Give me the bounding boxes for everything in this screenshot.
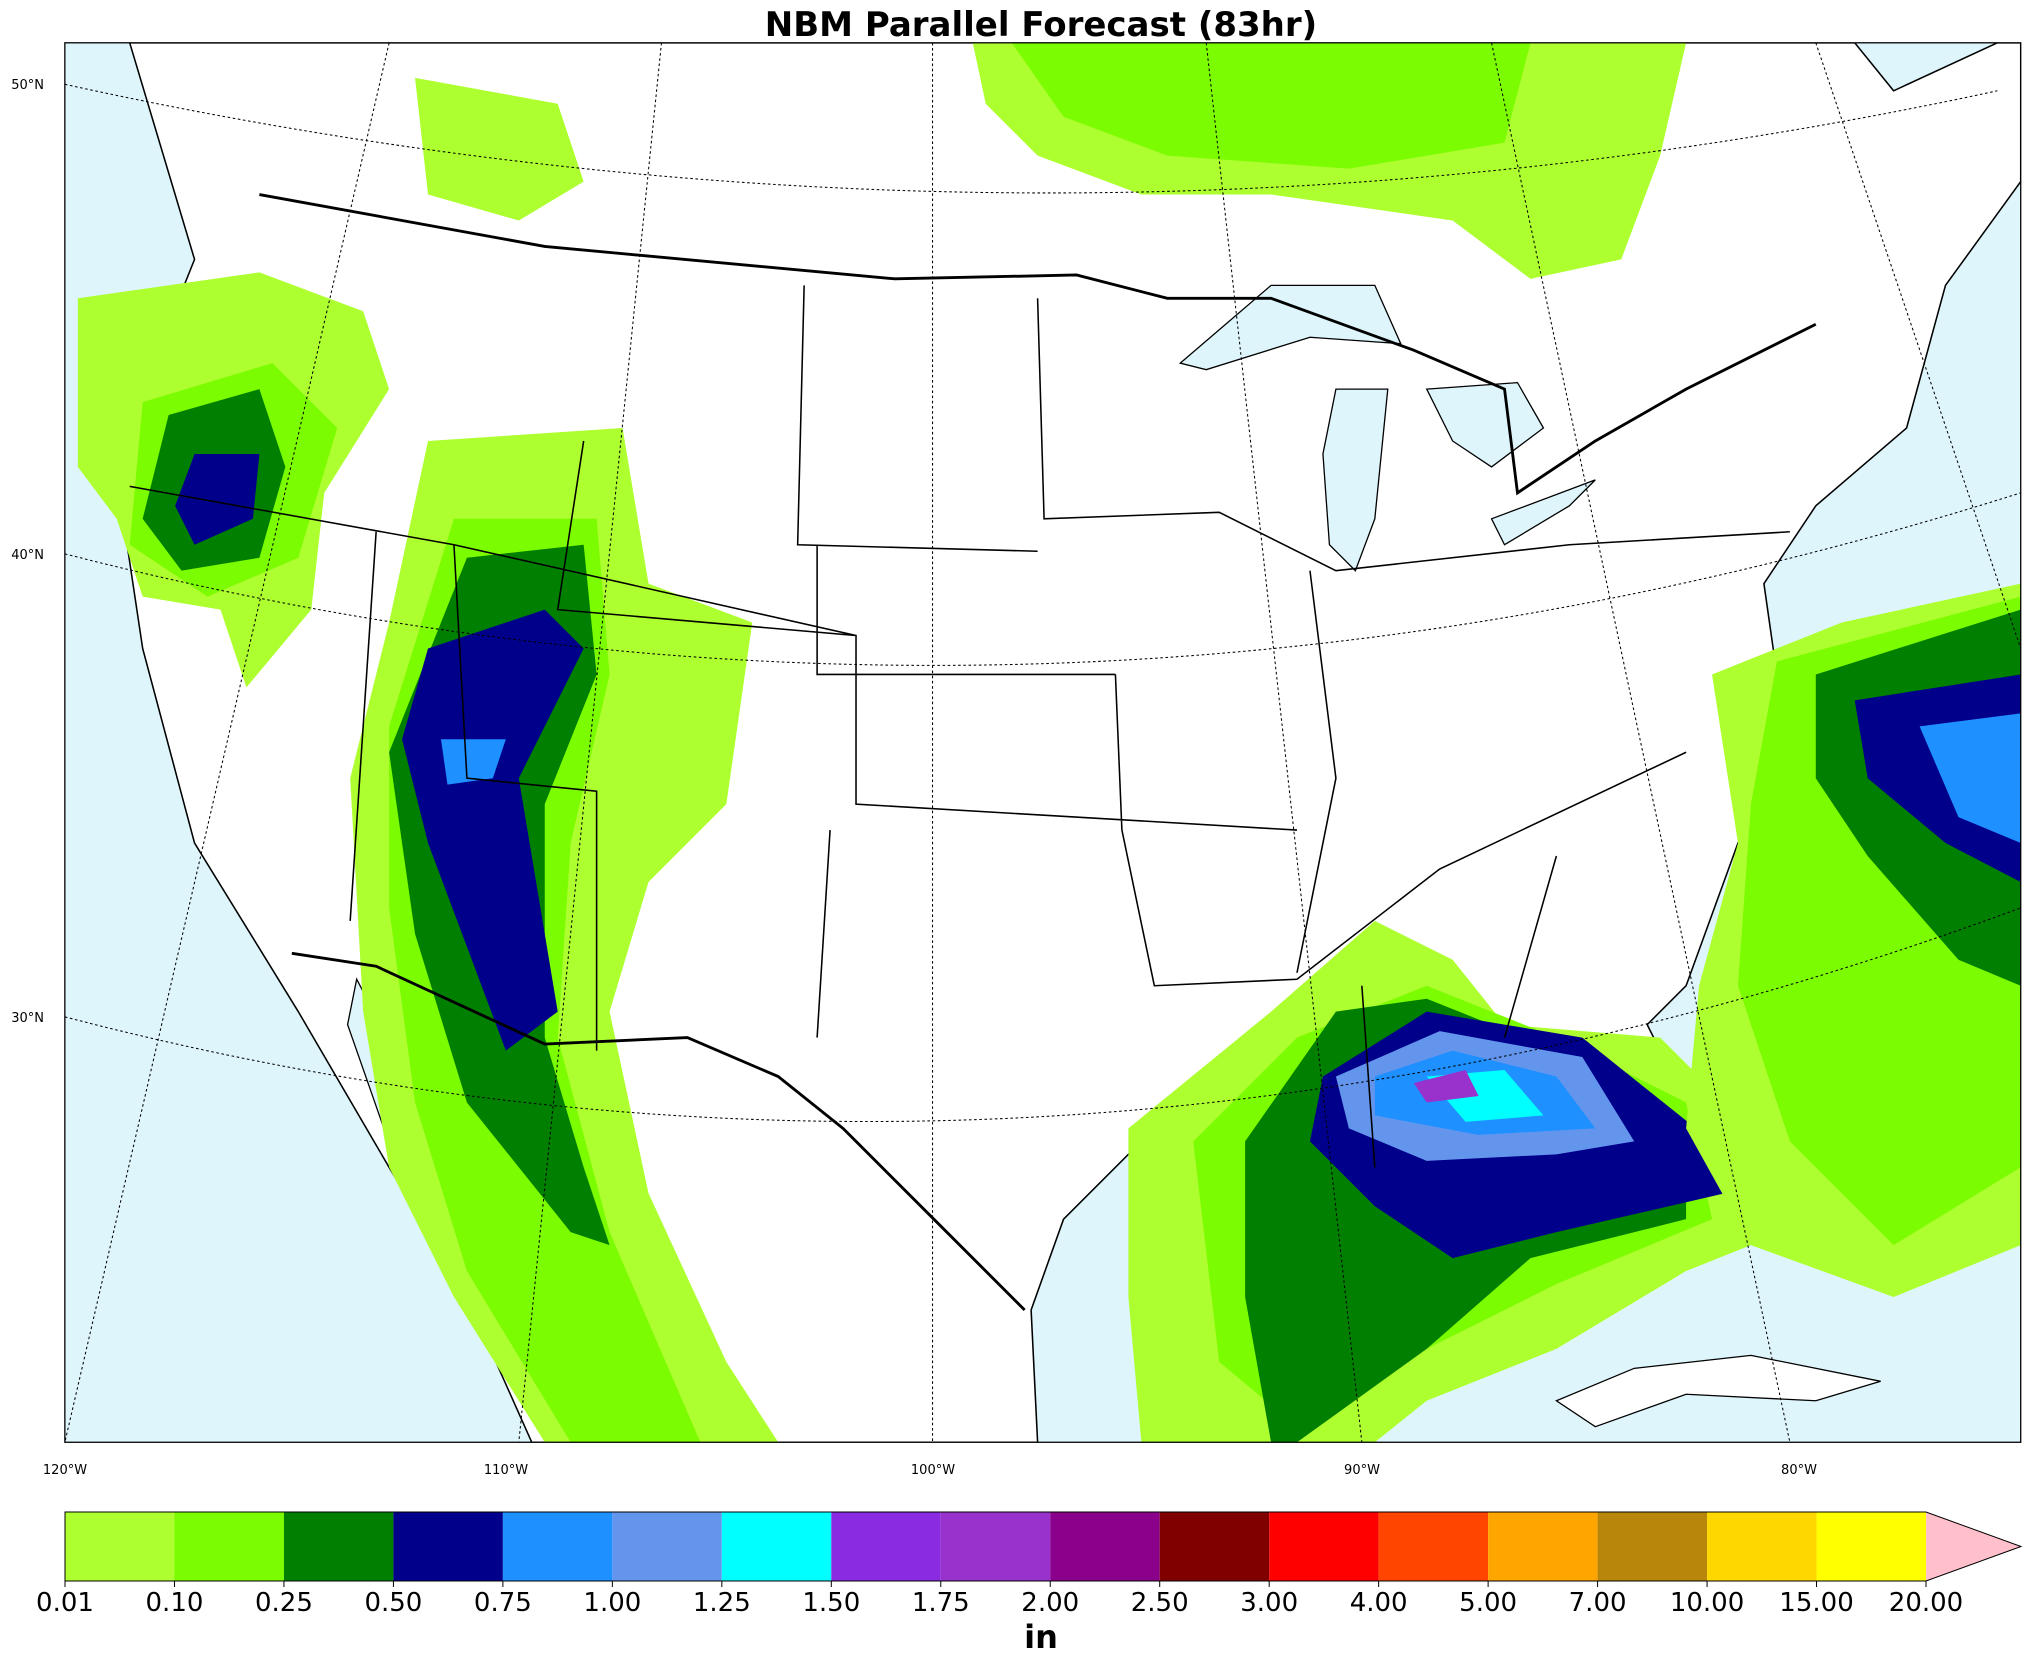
lon-label: 110°W — [484, 1463, 528, 1478]
colorbar-box — [1269, 1512, 1379, 1581]
lon-label: 120°W — [43, 1463, 87, 1478]
colorbar-box — [721, 1512, 832, 1581]
map-title: NBM Parallel Forecast (83hr) — [765, 5, 1317, 45]
colorbar-tick-label: 0.10 — [146, 1588, 204, 1618]
colorbar-tick-label: 4.00 — [1350, 1588, 1408, 1618]
precip-northwest — [77, 272, 390, 688]
colorbar-tick-label: 1.75 — [912, 1588, 970, 1618]
state-lines — [129, 285, 1790, 1168]
colorbar-tick-label: 1.25 — [693, 1588, 751, 1618]
colorbar-box — [65, 1512, 175, 1581]
colorbar-tick-label: 2.50 — [1131, 1588, 1189, 1618]
colorbar-tick-label: 0.01 — [36, 1588, 94, 1618]
colorbar-tick-label: 10.00 — [1670, 1588, 1744, 1618]
colorbar-box — [393, 1512, 503, 1581]
colorbar: 0.01 0.10 0.25 0.50 0.75 1.00 1.25 1.50 1.75 2.00… — [36, 1511, 2023, 1618]
map-frame — [64, 42, 2022, 1443]
precip-atlantic — [1686, 583, 2021, 1297]
colorbar-box — [1378, 1512, 1489, 1581]
lat-label: 50°N — [11, 78, 44, 93]
colorbar-box — [940, 1512, 1051, 1581]
colorbar-box — [1597, 1512, 1708, 1581]
precip-canada — [415, 42, 1687, 279]
map — [64, 42, 2022, 1443]
colorbar-tick-label: 1.50 — [802, 1588, 860, 1618]
colorbar-box — [1707, 1512, 1817, 1581]
colorbar-box — [1816, 1512, 1926, 1581]
lat-label: 40°N — [11, 548, 44, 563]
graticule — [64, 42, 2021, 1443]
colorbar-box — [174, 1512, 284, 1581]
precip-rockies — [350, 428, 779, 1443]
great-lakes — [1178, 284, 1596, 572]
lat-label: 30°N — [11, 1011, 44, 1026]
colorbar-box — [1159, 1512, 1270, 1581]
borders — [259, 193, 1817, 1311]
colorbar-tick-label: 0.25 — [255, 1588, 313, 1618]
precip-gulf — [1128, 920, 1751, 1443]
colorbar-unit: in — [1024, 1618, 1058, 1656]
colorbar-box — [1488, 1512, 1598, 1581]
colorbar-tick-label: 0.50 — [364, 1588, 422, 1618]
lon-label: 90°W — [1344, 1463, 1380, 1478]
colorbar-tick-label: 1.00 — [583, 1588, 641, 1618]
colorbar-tick-label: 0.75 — [474, 1588, 532, 1618]
colorbar-outline — [64, 1511, 2023, 1582]
colorbar-box — [612, 1512, 722, 1581]
colorbar-box — [831, 1512, 941, 1581]
colorbar-box — [502, 1512, 613, 1581]
colorbar-tick-label: 2.00 — [1021, 1588, 1079, 1618]
lon-label: 100°W — [911, 1463, 955, 1478]
colorbar-box — [1050, 1512, 1160, 1581]
colorbar-tick-label: 7.00 — [1569, 1588, 1627, 1618]
colorbar-tick-label: 5.00 — [1459, 1588, 1517, 1618]
colorbar-extension — [1926, 1512, 2021, 1581]
colorbar-tick-label: 3.00 — [1240, 1588, 1298, 1618]
cuba — [1555, 1354, 1881, 1428]
colorbar-tick-label: 15.00 — [1779, 1588, 1853, 1618]
lon-label: 80°W — [1781, 1463, 1817, 1478]
colorbar-box — [283, 1512, 394, 1581]
colorbar-tick-label: 20.00 — [1889, 1588, 1963, 1618]
